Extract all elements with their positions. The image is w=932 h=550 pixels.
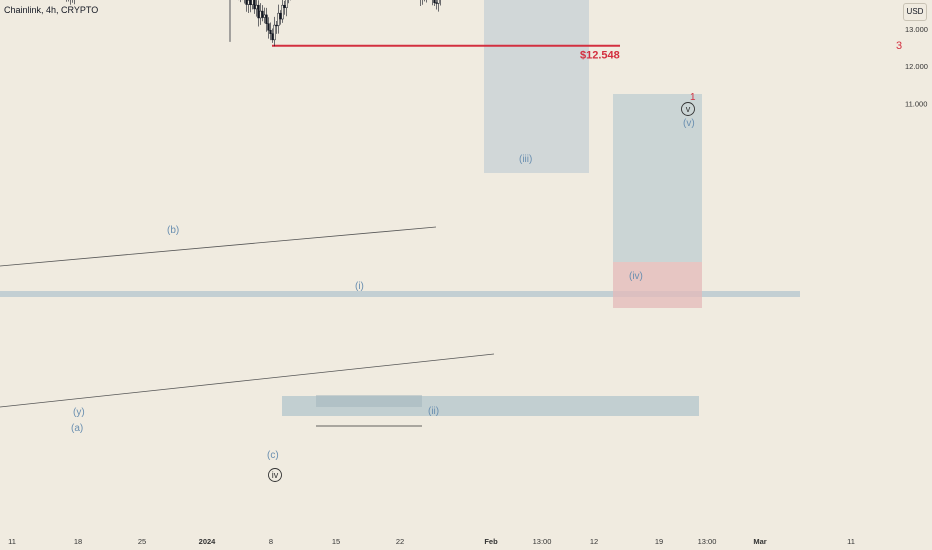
x-tick-label: 8 <box>269 537 273 546</box>
resistance-zone <box>0 291 800 297</box>
x-tick-label: Feb <box>484 537 498 546</box>
wave-label: 3 <box>896 40 902 52</box>
x-tick-label: 11 <box>847 537 855 546</box>
candle <box>257 4 260 19</box>
zones-layer <box>0 0 800 416</box>
support-box <box>316 395 422 407</box>
risk-zone <box>613 262 702 308</box>
x-tick-label: 22 <box>396 537 404 546</box>
candle <box>255 4 258 10</box>
candle <box>285 0 288 8</box>
x-tick-label: 18 <box>74 537 82 546</box>
candle <box>283 4 286 8</box>
wave-label: (y) <box>73 407 85 418</box>
candle <box>275 24 278 27</box>
x-tick-label: 15 <box>332 537 340 546</box>
x-tick-label: 2024 <box>199 537 217 546</box>
currency-button[interactable]: USD <box>903 3 927 21</box>
candle <box>437 0 440 4</box>
candle <box>265 14 268 24</box>
x-tick-label: 25 <box>138 537 146 546</box>
candle <box>435 2 438 4</box>
x-tick-label: Mar <box>753 537 766 546</box>
candle <box>277 12 280 26</box>
wave-circle <box>681 102 695 116</box>
wave-label: 1 <box>690 92 696 103</box>
wave-label: (v) <box>683 118 695 129</box>
candle <box>279 12 282 20</box>
x-tick-label: 13:00 <box>698 537 717 546</box>
wave-label: (c) <box>267 450 279 461</box>
labels-layer: 261.80% (23.542)227.20% (22.222)161.80% … <box>71 40 902 482</box>
candle <box>247 0 250 5</box>
candle <box>281 4 284 20</box>
upper-channel-line <box>0 226 437 267</box>
lines-layer <box>0 44 620 427</box>
price-axis: 11.00012.00013.00014.00015.00016.00017.0… <box>905 25 928 108</box>
wave-circle <box>268 468 282 482</box>
target-zone <box>613 94 702 262</box>
wave-label: iv <box>272 470 279 480</box>
candle <box>261 10 264 18</box>
fib-extension-zone <box>484 0 589 173</box>
candle <box>433 0 436 3</box>
candle <box>245 0 248 5</box>
y-tick-label: 11.000 <box>905 99 927 108</box>
wave-label: (b) <box>167 225 179 236</box>
x-tick-label: 11 <box>8 537 16 546</box>
candles-layer <box>66 0 441 47</box>
wave-label: (i) <box>355 281 364 292</box>
wave-label: (a) <box>71 423 83 434</box>
candle <box>273 24 276 41</box>
candle <box>259 10 262 19</box>
wave-label: (ii) <box>428 406 439 417</box>
candle <box>267 23 270 31</box>
candle <box>269 29 272 34</box>
candle <box>249 0 252 6</box>
x-tick-label: 13:00 <box>533 537 552 546</box>
lower-channel-line <box>0 353 495 408</box>
x-tick-label: 12 <box>590 537 598 546</box>
candle <box>251 0 254 6</box>
time-axis: 11 18 25 2024 8 15 22 Feb 13:00 12 19 13:00 Mar 11 <box>8 537 855 546</box>
wave-label: (iii) <box>519 154 532 165</box>
candle <box>253 0 256 10</box>
y-tick-label: 12.000 <box>905 62 928 71</box>
candle <box>271 33 274 41</box>
x-tick-label: 19 <box>655 537 663 546</box>
y-tick-label: 13.000 <box>905 25 928 34</box>
wave-label: (iv) <box>629 271 643 282</box>
candle <box>263 14 266 18</box>
wave-label: v <box>686 104 691 114</box>
level-label: $12.548 <box>580 50 620 62</box>
chart-title: Chainlink, 4h, CRYPTO <box>4 5 99 15</box>
